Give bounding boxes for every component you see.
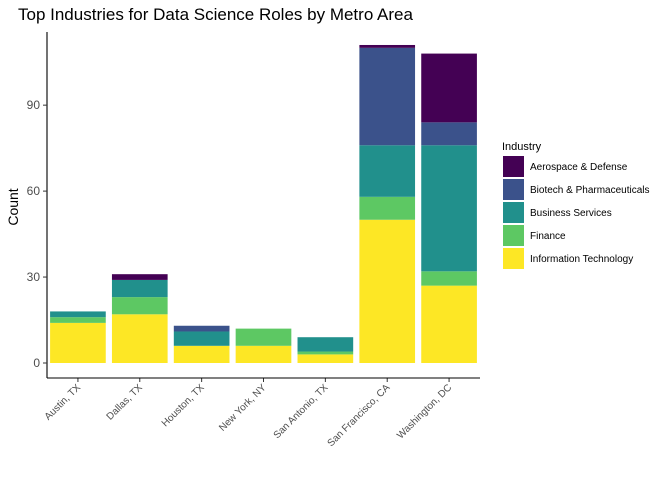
- bar-segment: [111, 279, 168, 298]
- y-tick-label: 90: [27, 98, 41, 112]
- x-tick-label: New York, NY: [217, 382, 269, 434]
- legend-swatch: [503, 202, 524, 223]
- y-axis-title: Count: [5, 188, 21, 225]
- bar-segment: [421, 271, 477, 286]
- bar-segment: [173, 325, 230, 332]
- legend-swatch: [503, 156, 524, 177]
- bar-segment: [421, 285, 477, 363]
- legend-swatch: [503, 225, 524, 246]
- bar-segment: [50, 311, 106, 318]
- bar-segment: [173, 345, 230, 363]
- legend-label: Finance: [530, 231, 566, 242]
- legend: Industry Aerospace & Defense Biotech & Ph…: [502, 141, 650, 269]
- bar-segment: [111, 274, 168, 280]
- y-tick-label: 60: [27, 184, 41, 198]
- legend-swatch: [503, 179, 524, 200]
- y-tick-label: 0: [33, 356, 40, 370]
- bar-segment: [297, 354, 354, 363]
- bar-segment: [421, 145, 477, 272]
- bar-segment: [297, 351, 354, 355]
- y-axis: 0 30 60 90: [27, 32, 48, 378]
- y-tick-label: 30: [27, 270, 41, 284]
- legend-swatch: [503, 248, 524, 269]
- legend-label: Information Technology: [530, 254, 633, 265]
- x-axis: Austin, TX Dallas, TX Houston, TX New York,…: [43, 377, 480, 449]
- bar-segment: [111, 297, 168, 315]
- bar-segment: [111, 314, 168, 363]
- bar-segment: [359, 44, 416, 48]
- bar-segment: [297, 337, 354, 352]
- bar-segment: [235, 328, 292, 346]
- legend-label: Aerospace & Defense: [530, 162, 628, 173]
- bar-segment: [359, 219, 416, 363]
- bar-segment: [359, 47, 416, 146]
- legend-label: Biotech & Pharmaceuticals: [530, 185, 650, 196]
- bar-segment: [359, 145, 416, 197]
- legend-label: Business Services: [530, 208, 612, 219]
- legend-title: Industry: [502, 141, 542, 153]
- bar-segment: [421, 53, 477, 123]
- bar-segment: [421, 122, 477, 146]
- x-tick-label: Houston, TX: [160, 382, 207, 429]
- plot-area: [50, 44, 477, 363]
- bar-segment: [50, 322, 106, 363]
- x-tick-label: San Francisco, CA: [326, 382, 393, 449]
- bar-segment: [235, 345, 292, 363]
- bar-segment: [359, 196, 416, 220]
- chart-title: Top Industries for Data Science Roles by…: [18, 5, 414, 24]
- x-tick-label: San Antonio, TX: [272, 382, 331, 441]
- bar-segment: [173, 331, 230, 346]
- x-tick-label: Dallas, TX: [105, 382, 145, 422]
- x-tick-label: Austin, TX: [43, 382, 84, 423]
- x-tick-label: Washington, DC: [395, 382, 454, 441]
- bar-segment: [50, 317, 106, 323]
